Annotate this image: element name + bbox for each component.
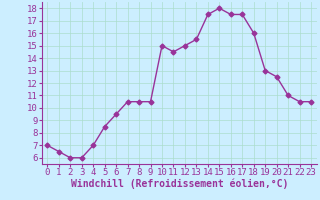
X-axis label: Windchill (Refroidissement éolien,°C): Windchill (Refroidissement éolien,°C) [70,179,288,189]
